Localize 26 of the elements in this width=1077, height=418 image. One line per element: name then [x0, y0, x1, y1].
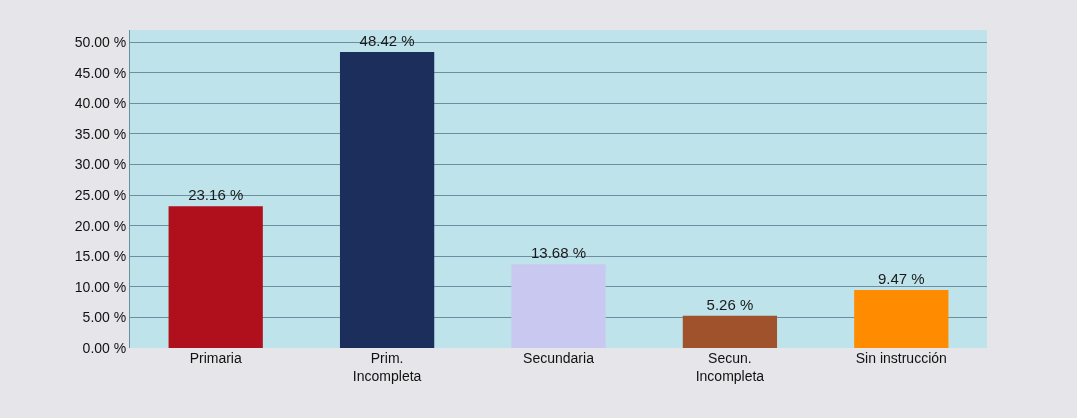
x-tick-label: Secun. Incompleta	[695, 350, 765, 385]
bar	[854, 290, 949, 348]
x-tick-label: Prim. Incompleta	[352, 350, 422, 385]
y-tick-label: 0.00 %	[82, 339, 127, 356]
y-tick-label: 45.00 %	[74, 64, 127, 81]
bar	[682, 315, 778, 348]
y-tick-label: 35.00 %	[74, 125, 127, 142]
bar	[168, 206, 263, 348]
y-tick-label: 50.00 %	[74, 34, 127, 51]
y-tick-label: 20.00 %	[74, 217, 127, 234]
y-tick-label: 10.00 %	[74, 278, 127, 295]
x-tick-label: Primaria	[189, 350, 242, 366]
data-label: 23.16 %	[188, 186, 244, 204]
y-tick-label: 25.00 %	[74, 187, 127, 204]
data-label: 13.68 %	[530, 244, 587, 262]
data-label: 48.42 %	[359, 31, 415, 49]
bar	[511, 264, 606, 348]
x-tick-label: Secundaria	[523, 350, 595, 366]
data-label: 5.26 %	[706, 295, 754, 313]
x-tick-label: Sin instrucción	[855, 350, 947, 366]
data-label: 9.47 %	[877, 270, 925, 288]
bar	[339, 51, 435, 348]
y-tick-label: 5.00 %	[82, 309, 127, 326]
y-tick-label: 40.00 %	[74, 95, 127, 112]
y-tick-label: 30.00 %	[74, 156, 127, 173]
y-tick-label: 15.00 %	[74, 248, 127, 265]
